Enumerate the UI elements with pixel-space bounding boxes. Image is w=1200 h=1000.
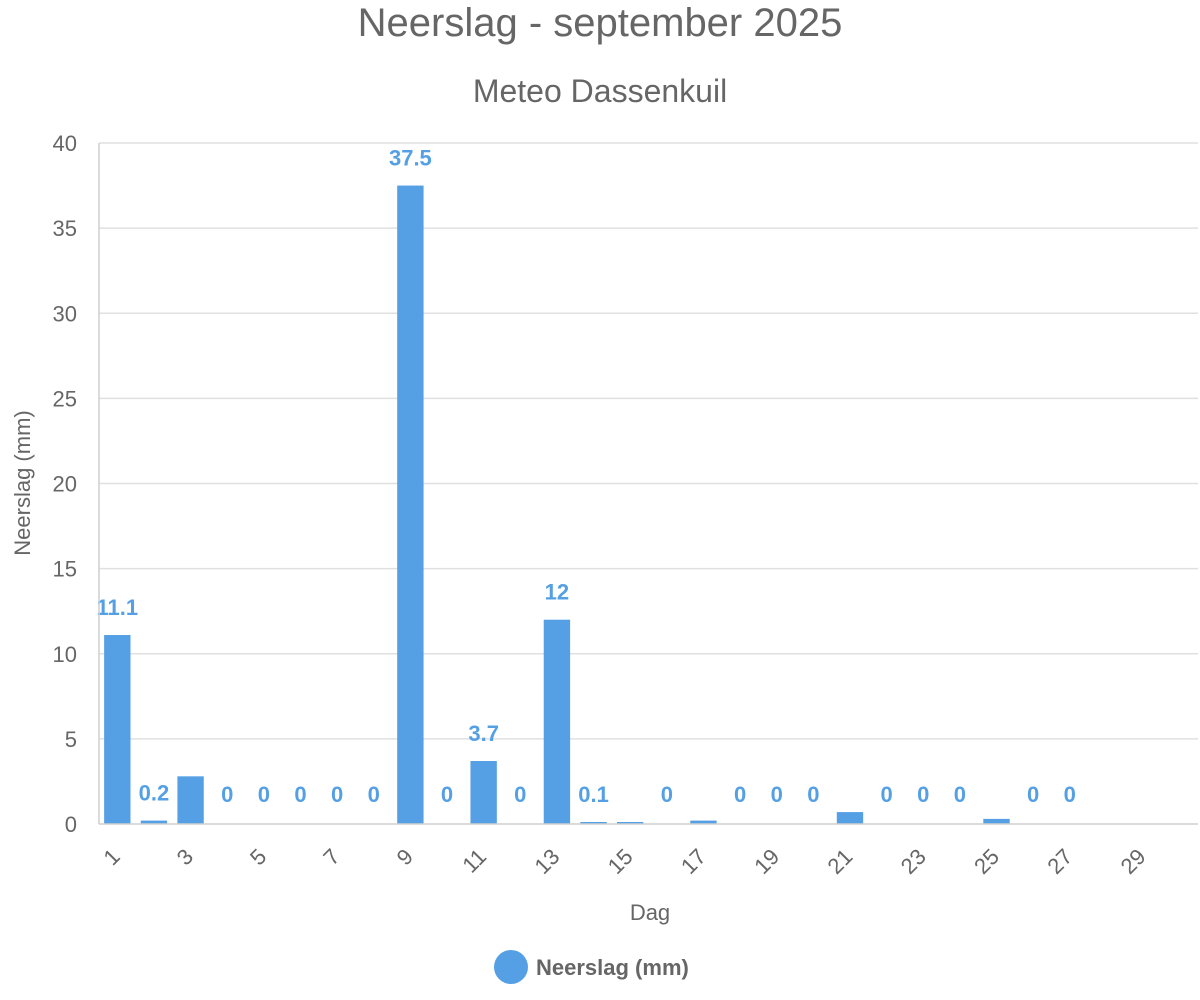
y-tick-label: 0 [65, 812, 77, 837]
y-tick-label: 35 [53, 216, 77, 241]
data-label: 37.5 [389, 146, 432, 171]
x-tick-label: 21 [823, 844, 858, 879]
y-tick-label: 15 [53, 557, 77, 582]
x-axis-title: Dag [630, 900, 670, 925]
bar [836, 812, 864, 824]
data-label: 0 [880, 782, 892, 807]
x-tick-label: 17 [676, 844, 711, 879]
data-label: 0.1 [578, 782, 609, 807]
data-label: 0 [954, 782, 966, 807]
bar [177, 776, 204, 824]
data-label: 0 [331, 782, 343, 807]
y-gridlines [99, 142, 1198, 740]
y-tick-label: 40 [53, 131, 77, 156]
data-label: 0 [294, 782, 306, 807]
y-tick-label: 5 [65, 727, 77, 752]
x-tick-label: 1 [99, 844, 125, 870]
x-tick-label: 23 [896, 844, 931, 879]
y-tick-label: 10 [53, 642, 77, 667]
data-label: 0 [734, 782, 746, 807]
x-tick-label: 19 [749, 844, 784, 879]
bar [397, 185, 424, 824]
bar [580, 822, 607, 824]
bar [470, 761, 497, 824]
y-tick-label: 20 [53, 472, 77, 497]
data-label: 0 [661, 782, 673, 807]
data-label: 0 [917, 782, 929, 807]
data-label: 0 [1027, 782, 1039, 807]
x-tick-label: 29 [1116, 844, 1151, 879]
data-label: 12 [545, 580, 569, 605]
legend[interactable]: Neerslag (mm) [494, 950, 689, 984]
x-tick-label: 9 [392, 844, 418, 870]
data-label: 0 [514, 782, 526, 807]
x-tick-labels: 1 3 5 7 9 11 13 15 17 19 21 23 25 27 29 [99, 844, 1151, 879]
x-tick-label: 7 [318, 844, 344, 870]
data-label: 11.1 [97, 595, 139, 620]
data-label: 0 [221, 782, 233, 807]
data-label: 0 [441, 782, 453, 807]
chart-subtitle: Meteo Dassenkuil [473, 73, 727, 109]
data-label: 0 [807, 782, 819, 807]
x-tick-label: 5 [245, 844, 271, 870]
bar [543, 619, 571, 824]
legend-label: Neerslag (mm) [536, 955, 689, 980]
bar [690, 820, 717, 824]
x-tick-label: 13 [529, 844, 564, 879]
bar [616, 822, 644, 824]
legend-marker-icon [494, 950, 528, 984]
x-tick-label: 15 [603, 844, 638, 879]
bar-series [104, 185, 1010, 824]
y-axis-title: Neerslag (mm) [10, 410, 35, 555]
y-tick-label: 25 [53, 386, 77, 411]
data-label: 0 [258, 782, 270, 807]
y-tick-labels: 0 5 10 15 20 25 30 35 40 [53, 131, 77, 837]
data-label: 3.7 [468, 721, 499, 746]
x-tick-label: 11 [457, 844, 491, 878]
data-label: 0 [368, 782, 380, 807]
x-tick-label: 27 [1042, 844, 1077, 879]
x-tick-label: 25 [969, 844, 1004, 879]
data-label: 0 [771, 782, 783, 807]
x-tick-label: 3 [172, 844, 198, 870]
bar [140, 820, 168, 824]
y-tick-label: 30 [53, 301, 77, 326]
bar [104, 635, 131, 824]
data-label: 0 [1064, 782, 1076, 807]
data-label: 0.2 [139, 781, 170, 806]
chart-title: Neerslag - september 2025 [358, 1, 843, 45]
bar [983, 818, 1010, 824]
